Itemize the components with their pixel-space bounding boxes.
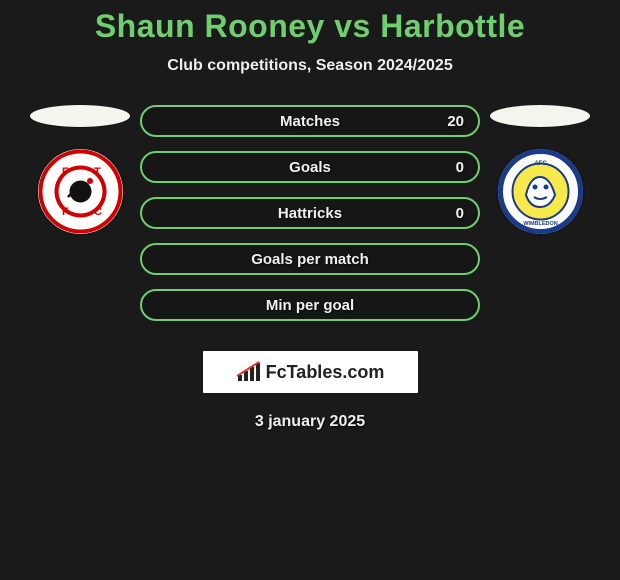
stats-column: Matches 20 Goals 0 Hattricks 0 Goals per… — [140, 105, 480, 321]
page-subtitle: Club competitions, Season 2024/2025 — [167, 57, 452, 75]
shadow-ellipse-left — [30, 105, 130, 127]
crest-right-icon: AFC WIMBLEDON — [498, 149, 583, 234]
stat-label: Goals — [289, 159, 331, 176]
brand-text: FcTables.com — [266, 362, 385, 383]
club-crest-right: AFC WIMBLEDON — [498, 149, 583, 234]
stat-row-hattricks: Hattricks 0 — [140, 197, 480, 229]
stat-value-right: 20 — [447, 113, 464, 130]
club-crest-left: F T F C — [38, 149, 123, 234]
svg-text:F: F — [62, 166, 69, 178]
date-text: 3 january 2025 — [255, 413, 365, 431]
svg-text:F: F — [62, 206, 69, 218]
stat-row-goals: Goals 0 — [140, 151, 480, 183]
stat-label: Min per goal — [266, 297, 354, 314]
comparison-card: Shaun Rooney vs Harbottle Club competiti… — [0, 0, 620, 431]
player-left-column: F T F C — [20, 105, 140, 234]
stat-label: Matches — [280, 113, 340, 130]
stat-row-matches: Matches 20 — [140, 105, 480, 137]
player-right-column: AFC WIMBLEDON — [480, 105, 600, 234]
stat-row-goals-per-match: Goals per match — [140, 243, 480, 275]
stat-row-min-per-goal: Min per goal — [140, 289, 480, 321]
svg-text:WIMBLEDON: WIMBLEDON — [523, 221, 558, 227]
stat-label: Hattricks — [278, 205, 342, 222]
svg-text:AFC: AFC — [534, 161, 547, 167]
svg-text:C: C — [94, 206, 102, 218]
page-title: Shaun Rooney vs Harbottle — [95, 8, 525, 45]
shadow-ellipse-right — [490, 105, 590, 127]
stat-label: Goals per match — [251, 251, 369, 268]
stat-value-right: 0 — [456, 159, 464, 176]
bar-chart-icon — [236, 361, 262, 383]
svg-text:T: T — [94, 166, 101, 178]
crest-left-icon: F T F C — [38, 149, 123, 234]
stat-value-right: 0 — [456, 205, 464, 222]
brand-watermark[interactable]: FcTables.com — [203, 351, 418, 393]
main-row: F T F C Matches 20 Goals 0 Hattricks 0 — [0, 105, 620, 321]
